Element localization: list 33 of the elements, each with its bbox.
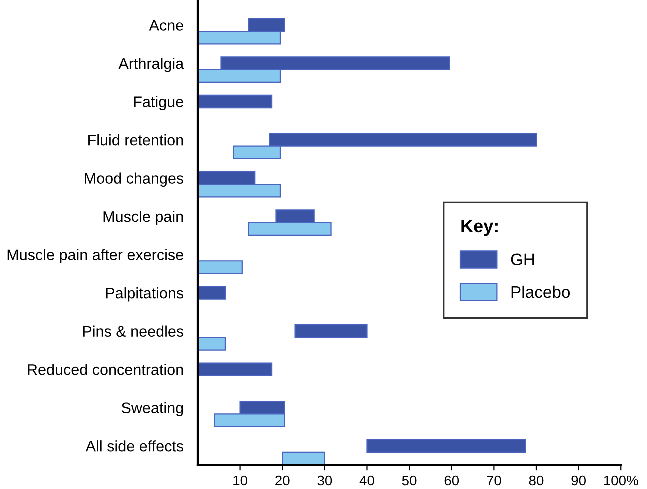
- y-tick-label: Arthralgia: [118, 58, 184, 72]
- x-tick-label: 10: [234, 476, 248, 486]
- bar: [282, 452, 326, 466]
- legend-label: GH: [511, 254, 534, 266]
- bar: [366, 439, 526, 453]
- bar: [198, 94, 273, 109]
- y-tick-label: Fluid retention: [88, 134, 184, 146]
- y-tick-label: Pins & needles: [83, 326, 184, 338]
- x-tick-label: 40: [360, 476, 374, 486]
- y-tick-label: Palpitations: [106, 288, 184, 302]
- x-tick-label: 70: [487, 476, 502, 486]
- y-tick-label: Mood changes: [85, 172, 184, 187]
- x-tick-label: 100%: [604, 476, 638, 486]
- bar: [198, 286, 226, 300]
- bar: [198, 260, 243, 274]
- bar: [198, 362, 273, 376]
- x-tick-label: 90: [572, 476, 586, 486]
- y-tick-label: All side effects: [86, 440, 184, 452]
- bar: [294, 324, 368, 338]
- y-tick-label: Muscle pain: [104, 211, 184, 226]
- bar: [198, 337, 226, 351]
- y-tick-label: Fatigue: [134, 96, 184, 110]
- x-tick-label: 20: [276, 476, 290, 486]
- legend-label: Placebo: [512, 286, 570, 298]
- y-tick-label: Acne: [149, 20, 184, 31]
- x-tick-label: 50: [402, 476, 417, 486]
- y-tick-label: Sweating: [122, 402, 184, 417]
- x-tick-label: 80: [529, 476, 544, 486]
- x-tick-label: 30: [318, 476, 332, 486]
- legend-title: Key:: [462, 220, 498, 236]
- y-tick-label: Reduced concentration: [28, 364, 184, 376]
- x-tick-label: 60: [444, 476, 460, 486]
- y-tick-label: Muscle pain after exercise: [8, 249, 184, 264]
